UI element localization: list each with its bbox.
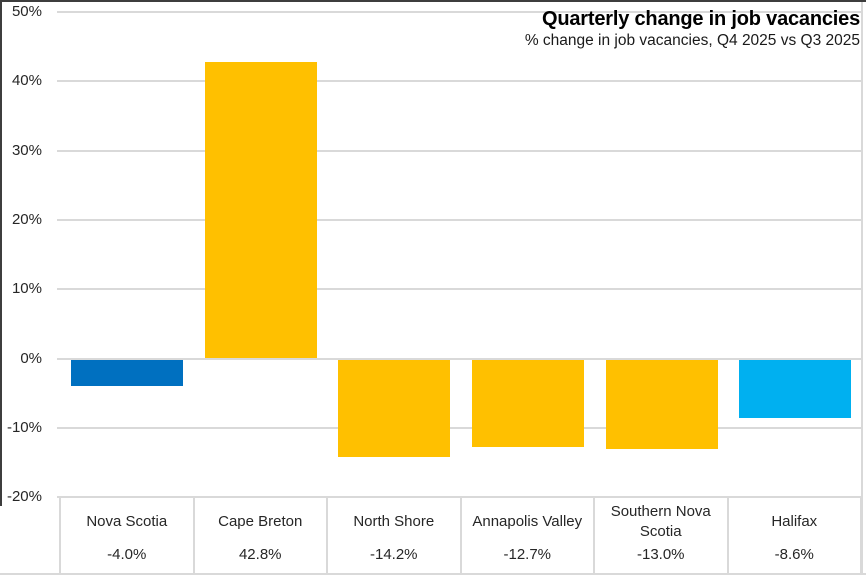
x-axis-cell-north-shore: North Shore -14.2% <box>326 497 460 574</box>
chart-top-border <box>0 0 866 2</box>
category-value: -12.7% <box>503 546 552 563</box>
y-axis-tick-label: -20% <box>6 488 42 506</box>
gridline-0% <box>57 357 862 360</box>
chart-left-border <box>0 0 2 506</box>
y-axis-tick-label: 20% <box>11 210 42 228</box>
category-value: -14.2% <box>369 546 418 563</box>
bar-cape-breton <box>204 61 317 359</box>
category-value: -13.0% <box>636 546 685 563</box>
gridline--10% <box>57 426 862 429</box>
category-label: Southern Nova Scotia <box>610 503 711 540</box>
gridline-10% <box>57 288 862 291</box>
category-table: Nova Scotia -4.0% Cape Breton 42.8% North Sh… <box>59 497 862 574</box>
x-axis-cell-southern-nova-scotia: Southern Nova Scotia -13.0% <box>593 497 727 574</box>
category-value: -8.6% <box>774 546 814 563</box>
bar-halifax <box>739 360 852 419</box>
chart-subtitle: % change in job vacancies, Q4 2025 vs Q3… <box>524 32 860 49</box>
y-axis-tick-label: 0% <box>20 349 42 367</box>
gridline-40% <box>57 80 862 83</box>
y-axis-tick-label: 10% <box>11 280 42 298</box>
chart-right-border <box>861 0 863 574</box>
category-label: Annapolis Valley <box>472 512 583 530</box>
category-label: Nova Scotia <box>86 512 168 530</box>
bar-nova-scotia <box>70 360 183 387</box>
chart-bottom-border <box>0 573 866 575</box>
category-label: Cape Breton <box>218 512 303 530</box>
x-axis-cell-annapolis-valley: Annapolis Valley -12.7% <box>459 497 594 574</box>
x-axis-cell-nova-scotia: Nova Scotia -4.0% <box>59 497 193 574</box>
bar-north-shore <box>338 360 451 457</box>
x-axis-cell-halifax: Halifax -8.6% <box>726 497 862 574</box>
gridline-30% <box>57 149 862 152</box>
category-value: -4.0% <box>107 546 147 563</box>
y-axis-tick-label: -10% <box>6 418 42 436</box>
y-axis-tick-label: 50% <box>11 3 42 20</box>
gridline-20% <box>57 218 862 221</box>
x-axis-cell-cape-breton: Cape Breton 42.8% <box>192 497 327 574</box>
y-axis-tick-label: 40% <box>11 72 42 90</box>
y-axis-tick-label: 30% <box>11 141 42 159</box>
category-label: Halifax <box>771 512 818 530</box>
chart-title-block: Quarterly change in job vacancies % chan… <box>525 8 860 50</box>
gridline-50% <box>57 11 862 13</box>
category-label: North Shore <box>353 512 435 530</box>
bar-southern-nova-scotia <box>605 360 718 449</box>
chart-title: Quarterly change in job vacancies <box>542 8 860 30</box>
bar-annapolis-valley <box>471 360 584 447</box>
category-value: 42.8% <box>238 546 282 563</box>
